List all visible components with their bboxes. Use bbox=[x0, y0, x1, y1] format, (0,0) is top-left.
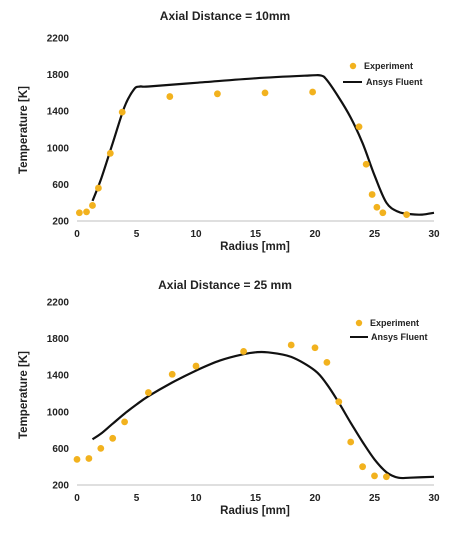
experiment-point bbox=[95, 184, 102, 192]
x-tick-label: 5 bbox=[134, 493, 140, 504]
experiment-point bbox=[83, 208, 90, 216]
y-tick-label: 600 bbox=[52, 180, 69, 191]
experiment-point bbox=[118, 108, 126, 116]
experiment-point bbox=[109, 434, 117, 442]
experiment-point bbox=[373, 203, 381, 211]
experiment-point bbox=[89, 202, 96, 209]
legend: Experiment Ansys Fluent bbox=[343, 61, 423, 87]
experiment-point bbox=[106, 149, 114, 157]
experiment-point bbox=[368, 191, 376, 198]
series-line-ansys-fluent bbox=[91, 73, 435, 216]
chart-axial-25mm: Axial Distance = 25 mm 20060010001400180… bbox=[18, 278, 440, 517]
x-tick-label: 0 bbox=[74, 493, 80, 504]
chart-axial-10mm: Axial Distance = 10mm 200600100014001800… bbox=[18, 9, 440, 253]
y-tick-label: 1800 bbox=[47, 70, 70, 81]
x-tick-label: 0 bbox=[74, 229, 80, 240]
x-tick-label: 30 bbox=[428, 493, 440, 504]
y-tick-label: 600 bbox=[52, 444, 69, 455]
legend-experiment-marker bbox=[355, 319, 363, 327]
experiment-point bbox=[355, 123, 363, 131]
experiment-point bbox=[335, 398, 343, 406]
experiment-point bbox=[168, 370, 176, 378]
experiment-point bbox=[261, 89, 269, 97]
x-tick-label: 25 bbox=[369, 229, 381, 240]
experiment-point bbox=[403, 211, 411, 218]
experiment-point bbox=[287, 341, 295, 349]
x-tick-label: 25 bbox=[369, 493, 381, 504]
experiment-point bbox=[192, 362, 200, 370]
x-axis-label: Radius [mm] bbox=[220, 505, 290, 517]
experiment-point bbox=[311, 344, 319, 352]
y-tick-label: 1400 bbox=[47, 107, 70, 118]
y-tick-label: 1400 bbox=[47, 371, 70, 382]
experiment-point bbox=[383, 473, 390, 481]
x-tick-label: 30 bbox=[428, 229, 440, 240]
experiment-point bbox=[214, 90, 221, 98]
y-tick-label: 2200 bbox=[47, 34, 70, 45]
legend-fluent-label: Ansys Fluent bbox=[366, 77, 423, 87]
experiment-point bbox=[371, 472, 378, 480]
x-tick-label: 10 bbox=[190, 493, 202, 504]
experiment-point bbox=[166, 93, 174, 100]
legend-experiment-label: Experiment bbox=[370, 318, 419, 328]
series-line-ansys-fluent bbox=[91, 350, 435, 480]
experiment-point bbox=[362, 160, 370, 168]
y-axis-label: Temperature [K] bbox=[18, 86, 30, 174]
experiment-point bbox=[121, 418, 128, 426]
experiment-point bbox=[309, 88, 317, 96]
chart-title: Axial Distance = 25 mm bbox=[158, 278, 292, 292]
experiment-point bbox=[75, 209, 83, 217]
x-tick-label: 10 bbox=[190, 229, 202, 240]
experiment-point bbox=[359, 463, 366, 471]
experiment-point bbox=[379, 209, 387, 217]
x-tick-label: 20 bbox=[309, 229, 321, 240]
experiment-point bbox=[97, 445, 105, 452]
y-tick-label: 1000 bbox=[47, 143, 70, 154]
x-tick-label: 15 bbox=[250, 493, 262, 504]
y-tick-label: 2200 bbox=[47, 298, 70, 309]
x-tick-label: 15 bbox=[250, 229, 262, 240]
legend-experiment-marker bbox=[349, 62, 357, 70]
experiment-point bbox=[73, 455, 81, 463]
chart-title: Axial Distance = 10mm bbox=[160, 9, 290, 23]
x-tick-label: 5 bbox=[134, 229, 140, 240]
legend-experiment-label: Experiment bbox=[364, 61, 413, 71]
legend-fluent-label: Ansys Fluent bbox=[371, 332, 428, 342]
x-tick-label: 20 bbox=[309, 493, 321, 504]
y-tick-label: 200 bbox=[52, 481, 69, 492]
experiment-point bbox=[85, 455, 93, 462]
experiment-point bbox=[240, 348, 248, 355]
y-tick-label: 1000 bbox=[47, 407, 70, 418]
y-axis-label: Temperature [K] bbox=[18, 351, 30, 439]
y-tick-label: 200 bbox=[52, 217, 69, 228]
x-axis-label: Radius [mm] bbox=[220, 241, 290, 253]
experiment-point bbox=[347, 438, 355, 446]
y-tick-label: 1800 bbox=[47, 334, 70, 345]
legend: Experiment Ansys Fluent bbox=[350, 318, 428, 342]
experiment-point bbox=[145, 389, 152, 396]
experiment-point bbox=[323, 358, 331, 366]
